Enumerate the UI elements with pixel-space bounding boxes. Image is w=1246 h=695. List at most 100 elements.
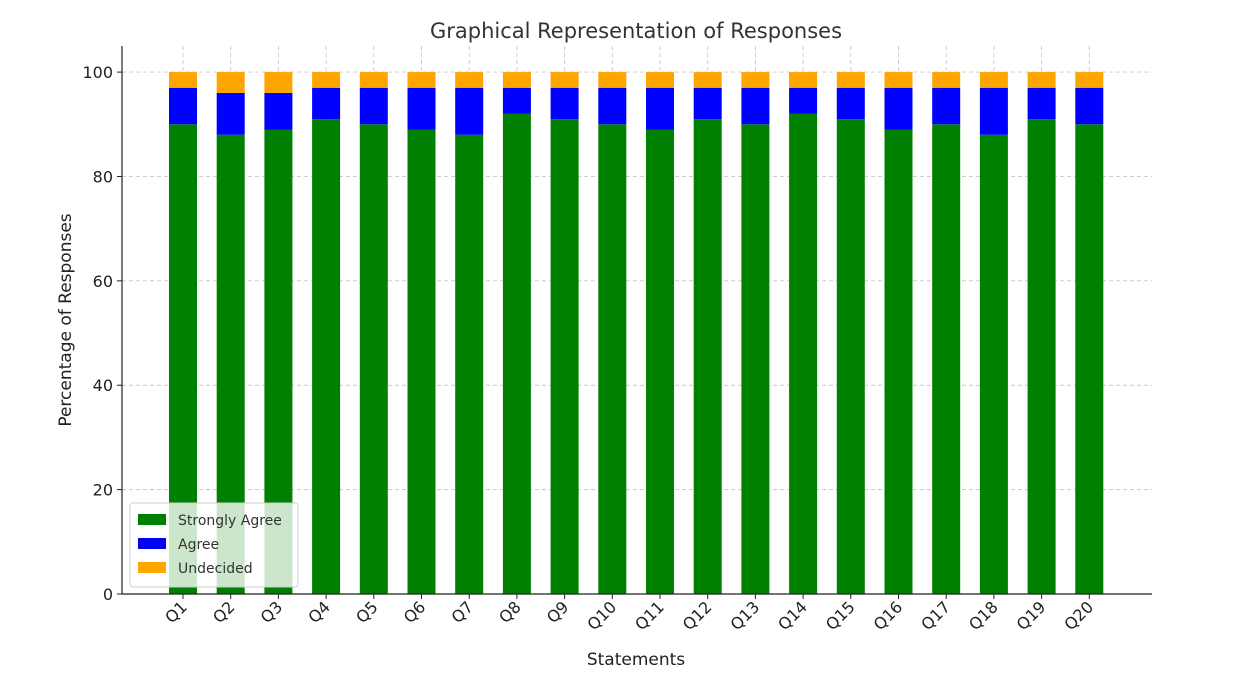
x-tick-label: Q19: [1013, 597, 1050, 634]
bar-Q18-agree: [979, 87, 1008, 135]
x-tick-label: Q15: [822, 597, 859, 634]
bars-group: [169, 72, 1104, 595]
bar-Q16-undecided: [884, 72, 913, 88]
bar-Q6-strongly-agree: [407, 129, 436, 594]
bar-Q17-strongly-agree: [932, 124, 961, 595]
bar-Q5-strongly-agree: [359, 124, 388, 595]
x-tick-label: Q11: [631, 597, 668, 634]
bar-Q5-agree: [359, 87, 388, 125]
x-tick-label: Q18: [965, 597, 1002, 634]
x-axis-label: Statements: [587, 650, 685, 670]
x-tick-label: Q8: [495, 597, 525, 627]
bar-Q12-strongly-agree: [693, 119, 722, 595]
bar-Q11-strongly-agree: [646, 129, 674, 594]
bar-Q11-agree: [646, 87, 674, 130]
bar-Q5-undecided: [359, 72, 388, 88]
bar-Q4-strongly-agree: [312, 119, 341, 595]
x-tick-label: Q5: [352, 597, 382, 627]
bar-Q20-strongly-agree: [1075, 124, 1104, 595]
y-tick-label: 0: [103, 585, 113, 604]
bar-Q16-agree: [884, 87, 913, 130]
bar-Q6-agree: [407, 87, 436, 130]
axes-group: [121, 46, 1152, 595]
bar-Q20-agree: [1075, 87, 1104, 125]
bar-Q19-agree: [1027, 87, 1056, 120]
y-axis-label: Percentage of Responses: [56, 213, 76, 426]
bar-Q6-undecided: [407, 72, 436, 88]
x-tick-label: Q7: [447, 597, 477, 627]
legend-label-strongly-agree: Strongly Agree: [178, 513, 282, 529]
x-tick-label: Q1: [161, 597, 191, 627]
bar-Q7-undecided: [455, 72, 484, 88]
x-tick-label: Q4: [304, 597, 334, 627]
x-ticks-group: Q1 Q2 Q3 Q4 Q5 Q6 Q7 Q8 Q9 Q10 Q11 Q12 Q13 Q14 Q15 Q16 Q…: [161, 594, 1097, 634]
bar-Q3-agree: [264, 92, 293, 130]
bar-Q2-undecided: [216, 72, 245, 93]
bar-Q18-strongly-agree: [979, 134, 1008, 594]
x-tick-label: Q20: [1060, 597, 1097, 634]
bar-Q10-agree: [598, 87, 627, 125]
bar-Q10-strongly-agree: [598, 124, 627, 595]
bar-Q15-undecided: [836, 72, 865, 88]
y-tick-label: 40: [93, 376, 113, 395]
y-tick-label: 80: [93, 167, 113, 186]
bar-Q8-agree: [502, 87, 531, 114]
x-tick-label: Q3: [257, 597, 287, 627]
bar-Q20-undecided: [1075, 72, 1104, 88]
legend-label-agree: Agree: [178, 537, 219, 553]
bar-Q15-strongly-agree: [836, 119, 865, 595]
x-tick-label: Q13: [726, 597, 763, 634]
bar-Q11-undecided: [646, 72, 674, 88]
y-tick-label: 20: [93, 481, 113, 500]
bar-Q12-agree: [693, 87, 722, 120]
bar-Q17-undecided: [932, 72, 961, 88]
bar-Q14-agree: [789, 87, 818, 114]
bar-Q10-undecided: [598, 72, 627, 88]
bar-Q7-agree: [455, 87, 484, 135]
bar-Q18-undecided: [979, 72, 1008, 88]
bar-Q4-undecided: [312, 72, 341, 88]
bar-Q8-undecided: [502, 72, 531, 88]
x-tick-label: Q17: [917, 597, 954, 634]
bar-Q3-undecided: [264, 72, 293, 93]
legend-label-undecided: Undecided: [178, 561, 253, 577]
y-tick-label: 100: [82, 63, 113, 82]
bar-Q14-strongly-agree: [789, 113, 818, 594]
bar-Q9-undecided: [550, 72, 579, 88]
legend-swatch-undecided: [138, 562, 166, 573]
x-tick-label: Q14: [774, 597, 811, 634]
y-tick-label: 60: [93, 272, 113, 291]
bar-Q7-strongly-agree: [455, 134, 484, 594]
bar-Q2-agree: [216, 92, 245, 135]
chart-title: Graphical Representation of Responses: [430, 19, 842, 43]
bar-Q17-agree: [932, 87, 961, 125]
x-tick-label: Q9: [543, 597, 573, 627]
bar-Q4-agree: [312, 87, 341, 120]
y-ticks-group: 0 20 40 60 80 100: [82, 63, 122, 604]
x-tick-label: Q12: [679, 597, 716, 634]
legend-swatch-agree: [138, 538, 166, 549]
x-tick-label: Q16: [870, 597, 907, 634]
bar-Q13-undecided: [741, 72, 770, 88]
x-tick-label: Q2: [209, 597, 239, 627]
bar-Q9-agree: [550, 87, 579, 120]
bar-Q13-agree: [741, 87, 770, 125]
bar-Q19-strongly-agree: [1027, 119, 1056, 595]
bar-Q15-agree: [836, 87, 865, 120]
x-tick-label: Q6: [400, 597, 430, 627]
bar-Q1-agree: [169, 87, 197, 125]
bar-Q12-undecided: [693, 72, 722, 88]
x-tick-label: Q10: [583, 597, 620, 634]
bar-Q13-strongly-agree: [741, 124, 770, 595]
bar-Q16-strongly-agree: [884, 129, 913, 594]
legend-box: [129, 502, 299, 588]
bar-Q19-undecided: [1027, 72, 1056, 88]
bar-Q14-undecided: [789, 72, 818, 88]
bar-Q8-strongly-agree: [502, 113, 531, 594]
legend: Strongly Agree Agree Undecided: [129, 502, 299, 588]
bar-Q1-undecided: [169, 72, 197, 88]
bar-Q9-strongly-agree: [550, 119, 579, 595]
legend-swatch-strongly-agree: [138, 514, 166, 525]
